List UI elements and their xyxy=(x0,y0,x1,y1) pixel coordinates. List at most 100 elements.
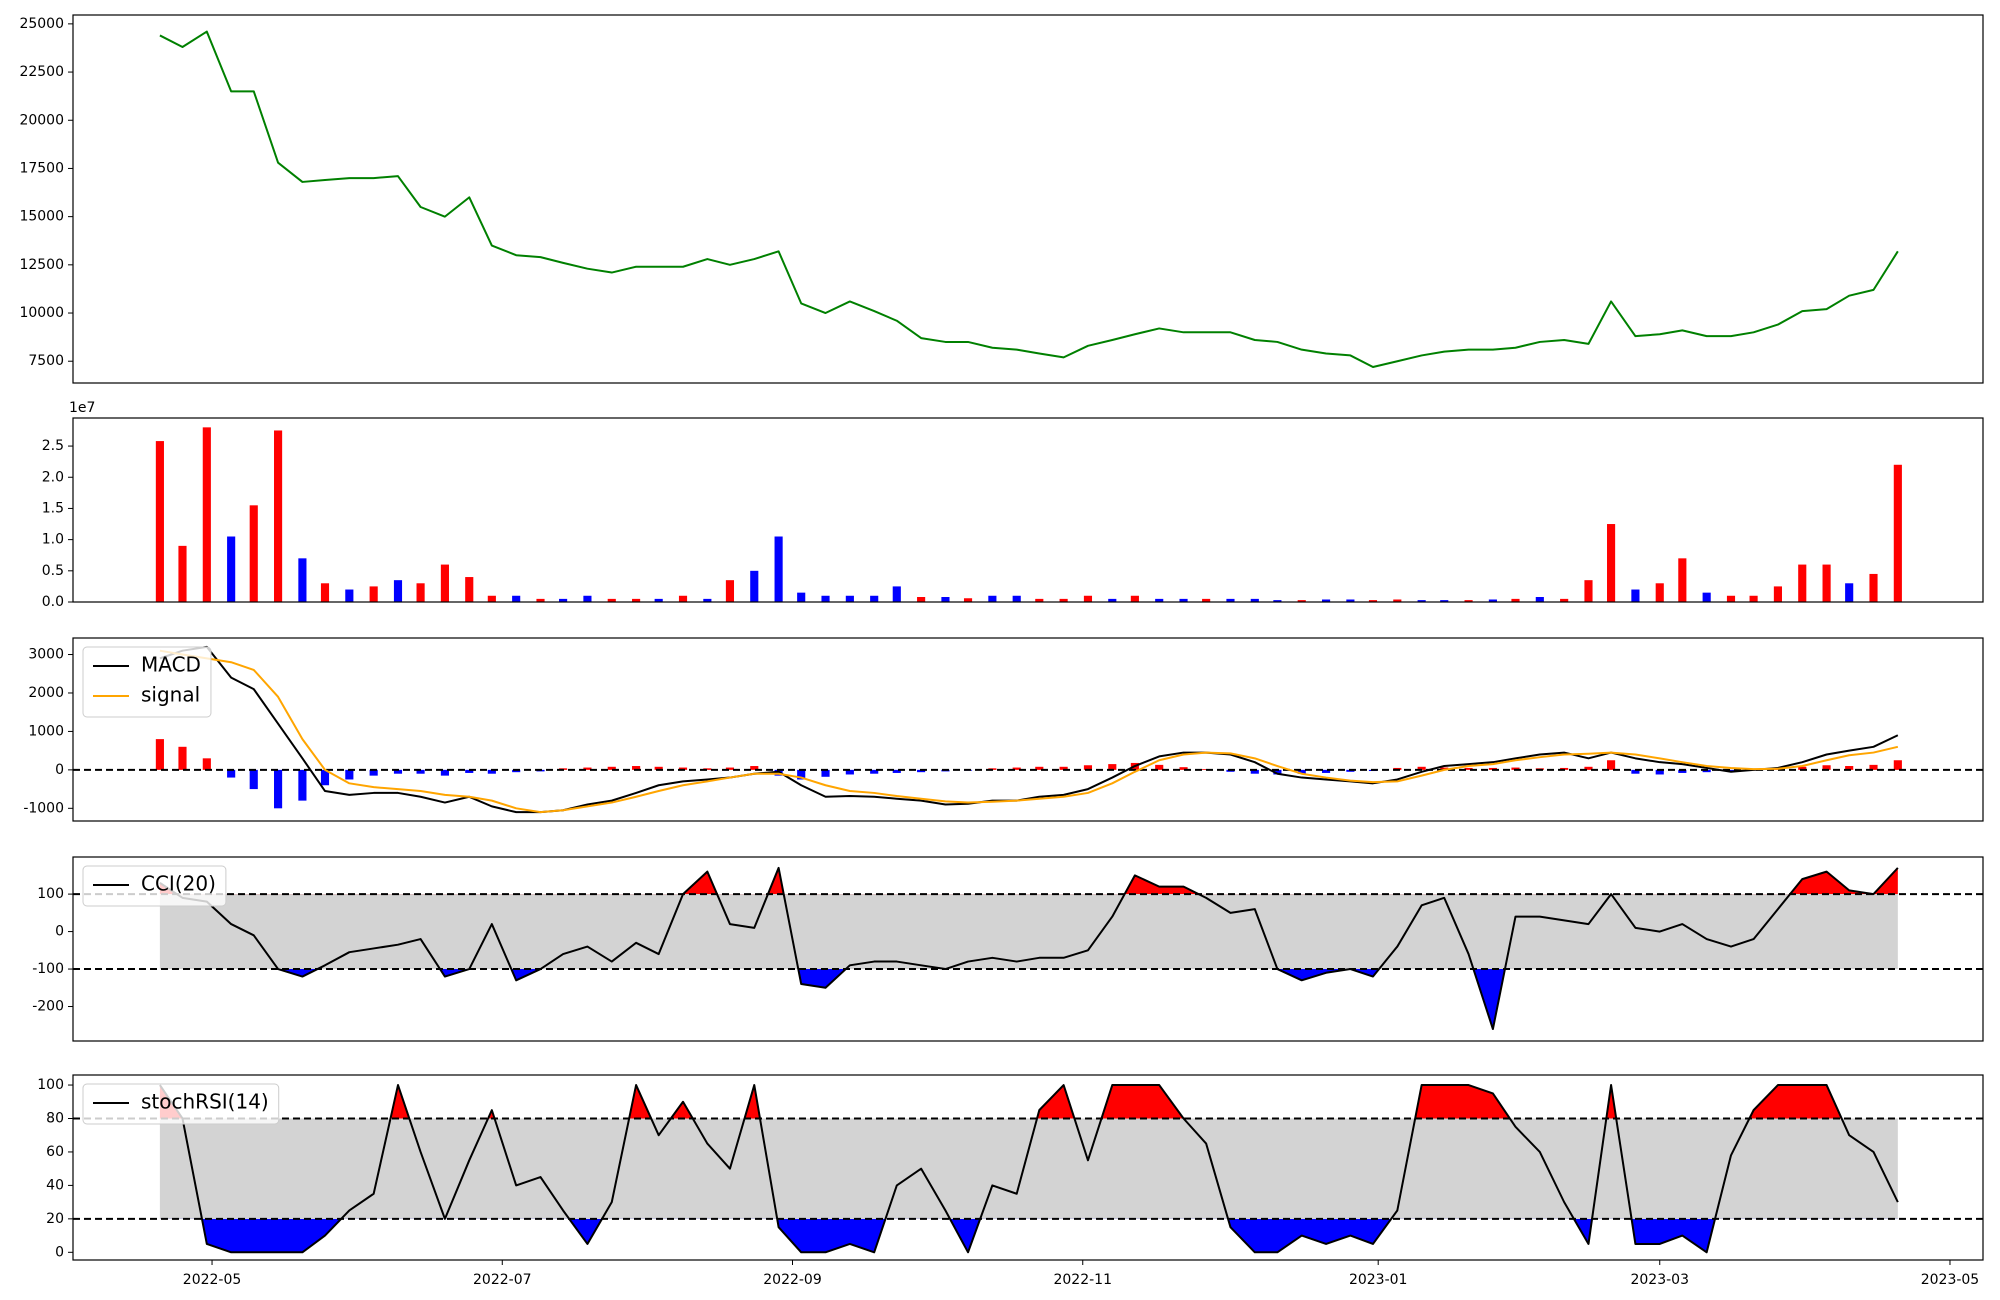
histogram-bar xyxy=(512,769,521,773)
histogram-bar xyxy=(870,769,879,774)
bar xyxy=(988,595,997,602)
histogram-bar xyxy=(1893,760,1902,770)
x-tick-label: 2022-07 xyxy=(473,1272,532,1288)
legend-box xyxy=(82,646,212,718)
axes-frame xyxy=(72,14,1984,384)
bar xyxy=(1726,595,1736,602)
y-tick-label: 1.5 xyxy=(42,500,64,516)
bar xyxy=(725,580,735,602)
y-tick-label: 100 xyxy=(37,1077,64,1093)
histogram-bar xyxy=(1631,769,1640,774)
histogram-bar xyxy=(416,769,425,774)
y-tick-label: 60 xyxy=(46,1144,64,1160)
bar xyxy=(1202,598,1211,602)
y-tick-label: 0.0 xyxy=(42,594,64,610)
y-tick-label: 12500 xyxy=(19,257,64,273)
panel xyxy=(73,1084,1983,1254)
bar xyxy=(821,595,830,602)
x-tick-label: 2022-05 xyxy=(183,1272,242,1288)
legend-label: CCI(20) xyxy=(141,872,216,896)
x-tick-label: 2023-05 xyxy=(1921,1272,1980,1288)
legend: CCI(20) xyxy=(82,865,227,907)
bar xyxy=(1108,598,1117,602)
bar xyxy=(1346,599,1355,602)
histogram-bar xyxy=(227,769,236,778)
y-tick-label: 25000 xyxy=(19,16,64,32)
histogram-bar xyxy=(202,758,211,770)
bar xyxy=(607,598,616,602)
histogram-bar xyxy=(583,767,592,770)
bar xyxy=(1773,586,1782,602)
histogram-bar xyxy=(821,769,830,777)
histogram-bar xyxy=(1845,766,1854,770)
histogram-bar xyxy=(1511,767,1520,770)
y-tick-label: 0.5 xyxy=(42,563,64,579)
histogram-bar xyxy=(487,769,496,774)
histogram-bar xyxy=(249,769,258,790)
x-tick-label: 2022-11 xyxy=(1053,1272,1112,1288)
histogram-bar xyxy=(892,769,901,773)
bar xyxy=(1417,600,1426,602)
bar xyxy=(1702,592,1711,602)
bar xyxy=(1226,598,1235,602)
y-tick-label: 2.5 xyxy=(42,438,64,454)
y-tick-label: 22500 xyxy=(19,64,64,80)
histogram-bar xyxy=(1417,766,1426,770)
y-tick-label: 10000 xyxy=(19,305,64,321)
bar xyxy=(227,536,236,602)
y-tick-label: 15000 xyxy=(19,209,64,225)
y-tick-label: 40 xyxy=(46,1177,64,1193)
panel xyxy=(73,645,1983,814)
bar xyxy=(1822,564,1831,602)
bar xyxy=(1798,564,1807,602)
histogram-bar xyxy=(298,769,307,801)
histogram-bar xyxy=(654,766,663,770)
bar xyxy=(487,595,496,602)
histogram-bar xyxy=(1440,767,1449,770)
y-tick-label: 0 xyxy=(55,762,64,778)
y-tick-label: 1000 xyxy=(28,723,64,739)
x-tick-label: 2023-03 xyxy=(1630,1272,1689,1288)
upper-fill xyxy=(159,1085,1898,1119)
histogram-bar xyxy=(1012,767,1021,770)
histogram-bar xyxy=(155,739,164,770)
bar xyxy=(1393,599,1402,602)
bar xyxy=(917,597,926,602)
bar xyxy=(440,564,449,602)
bar xyxy=(750,570,759,602)
histogram-bar xyxy=(1155,764,1164,770)
bar xyxy=(1179,598,1188,602)
legend: MACD signal xyxy=(82,646,212,718)
bar xyxy=(654,598,663,602)
bar xyxy=(774,536,783,602)
axes-frame xyxy=(72,856,1984,1042)
bar xyxy=(1464,600,1473,602)
histogram-bar xyxy=(1607,760,1616,770)
bar xyxy=(369,586,378,602)
y-tick-label: 3000 xyxy=(28,647,64,663)
bar xyxy=(1749,595,1758,602)
histogram-bar xyxy=(1798,766,1807,770)
x-tick-label: 2022-09 xyxy=(763,1272,822,1288)
legend: stochRSI(14) xyxy=(82,1083,280,1125)
histogram-bar xyxy=(632,766,641,770)
y-tick-label: 7500 xyxy=(28,353,64,369)
bar xyxy=(1321,599,1331,602)
bar xyxy=(345,589,354,602)
bar xyxy=(797,592,806,602)
bar xyxy=(1012,595,1021,602)
offset-label: 1e7 xyxy=(69,400,95,416)
bar xyxy=(1869,573,1878,602)
bar xyxy=(1845,583,1854,602)
bar xyxy=(1297,600,1306,602)
histogram-bar xyxy=(1179,767,1188,770)
bar xyxy=(1083,595,1093,602)
histogram-bar xyxy=(274,769,283,809)
histogram-bar xyxy=(320,769,330,786)
histogram-bar xyxy=(440,769,449,776)
histogram-bar xyxy=(678,767,688,770)
histogram-bar xyxy=(178,746,187,770)
bar xyxy=(845,595,854,602)
